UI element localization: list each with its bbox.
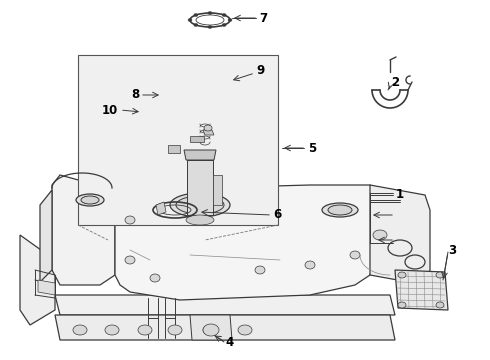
Text: 6: 6 — [273, 208, 281, 221]
Ellipse shape — [170, 193, 230, 217]
Ellipse shape — [208, 26, 212, 28]
Text: 10: 10 — [102, 104, 118, 117]
Polygon shape — [40, 190, 52, 282]
Ellipse shape — [125, 216, 135, 224]
Ellipse shape — [222, 23, 226, 26]
Ellipse shape — [105, 325, 119, 335]
Polygon shape — [370, 185, 430, 285]
Polygon shape — [38, 280, 55, 295]
Polygon shape — [168, 145, 180, 153]
Polygon shape — [20, 235, 55, 325]
Ellipse shape — [194, 14, 198, 17]
Text: 2: 2 — [391, 76, 399, 89]
Ellipse shape — [373, 230, 387, 240]
Ellipse shape — [255, 266, 265, 274]
Ellipse shape — [238, 325, 252, 335]
Ellipse shape — [322, 203, 358, 217]
Ellipse shape — [168, 325, 182, 335]
Text: 5: 5 — [308, 141, 316, 154]
Polygon shape — [187, 160, 213, 215]
Polygon shape — [156, 202, 166, 215]
Polygon shape — [184, 150, 216, 160]
Ellipse shape — [186, 215, 214, 225]
Ellipse shape — [138, 325, 152, 335]
Polygon shape — [55, 295, 395, 315]
Text: 4: 4 — [226, 337, 234, 350]
Polygon shape — [203, 130, 214, 135]
Polygon shape — [115, 185, 375, 300]
Ellipse shape — [305, 261, 315, 269]
Ellipse shape — [398, 302, 406, 308]
Ellipse shape — [150, 274, 160, 282]
Polygon shape — [55, 315, 395, 340]
Polygon shape — [395, 270, 448, 310]
Ellipse shape — [436, 302, 444, 308]
Ellipse shape — [436, 272, 444, 278]
Text: 9: 9 — [256, 63, 264, 77]
Ellipse shape — [203, 324, 219, 336]
Ellipse shape — [81, 196, 99, 204]
Ellipse shape — [222, 14, 226, 17]
Polygon shape — [78, 55, 278, 225]
Ellipse shape — [208, 12, 212, 14]
Text: 1: 1 — [396, 189, 404, 202]
Polygon shape — [190, 315, 232, 340]
Text: 3: 3 — [448, 243, 456, 256]
Ellipse shape — [188, 18, 192, 22]
Ellipse shape — [204, 125, 212, 131]
Ellipse shape — [125, 256, 135, 264]
Text: 7: 7 — [259, 12, 267, 24]
Ellipse shape — [203, 325, 217, 335]
Ellipse shape — [73, 325, 87, 335]
Ellipse shape — [228, 18, 232, 22]
Ellipse shape — [328, 205, 352, 215]
Ellipse shape — [76, 194, 104, 206]
Polygon shape — [190, 136, 204, 142]
Ellipse shape — [176, 196, 224, 214]
Text: 8: 8 — [131, 89, 139, 102]
Polygon shape — [213, 175, 222, 205]
Ellipse shape — [350, 251, 360, 259]
Ellipse shape — [194, 23, 198, 26]
Polygon shape — [52, 175, 115, 285]
Ellipse shape — [398, 272, 406, 278]
